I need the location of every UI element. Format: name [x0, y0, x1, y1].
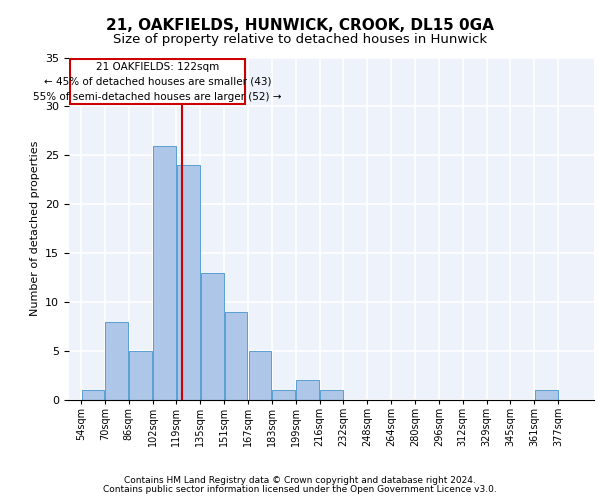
Bar [201, 273, 224, 400]
Y-axis label: Number of detached properties: Number of detached properties [29, 141, 40, 316]
Bar [272, 390, 295, 400]
Text: Contains HM Land Registry data © Crown copyright and database right 2024.: Contains HM Land Registry data © Crown c… [124, 476, 476, 485]
Text: 21, OAKFIELDS, HUNWICK, CROOK, DL15 0GA: 21, OAKFIELDS, HUNWICK, CROOK, DL15 0GA [106, 18, 494, 32]
Bar [82, 390, 104, 400]
Bar [320, 390, 343, 400]
Bar [296, 380, 319, 400]
Bar [177, 165, 200, 400]
Bar [153, 146, 176, 400]
Bar [129, 351, 152, 400]
Text: 55% of semi-detached houses are larger (52) →: 55% of semi-detached houses are larger (… [34, 92, 282, 102]
Text: ← 45% of detached houses are smaller (43): ← 45% of detached houses are smaller (43… [44, 77, 271, 87]
Bar [535, 390, 557, 400]
Text: Size of property relative to detached houses in Hunwick: Size of property relative to detached ho… [113, 32, 487, 46]
Bar [225, 312, 247, 400]
Bar [106, 322, 128, 400]
Bar [248, 351, 271, 400]
Text: Contains public sector information licensed under the Open Government Licence v3: Contains public sector information licen… [103, 485, 497, 494]
FancyBboxPatch shape [70, 60, 245, 104]
Text: 21 OAKFIELDS: 122sqm: 21 OAKFIELDS: 122sqm [96, 62, 219, 72]
